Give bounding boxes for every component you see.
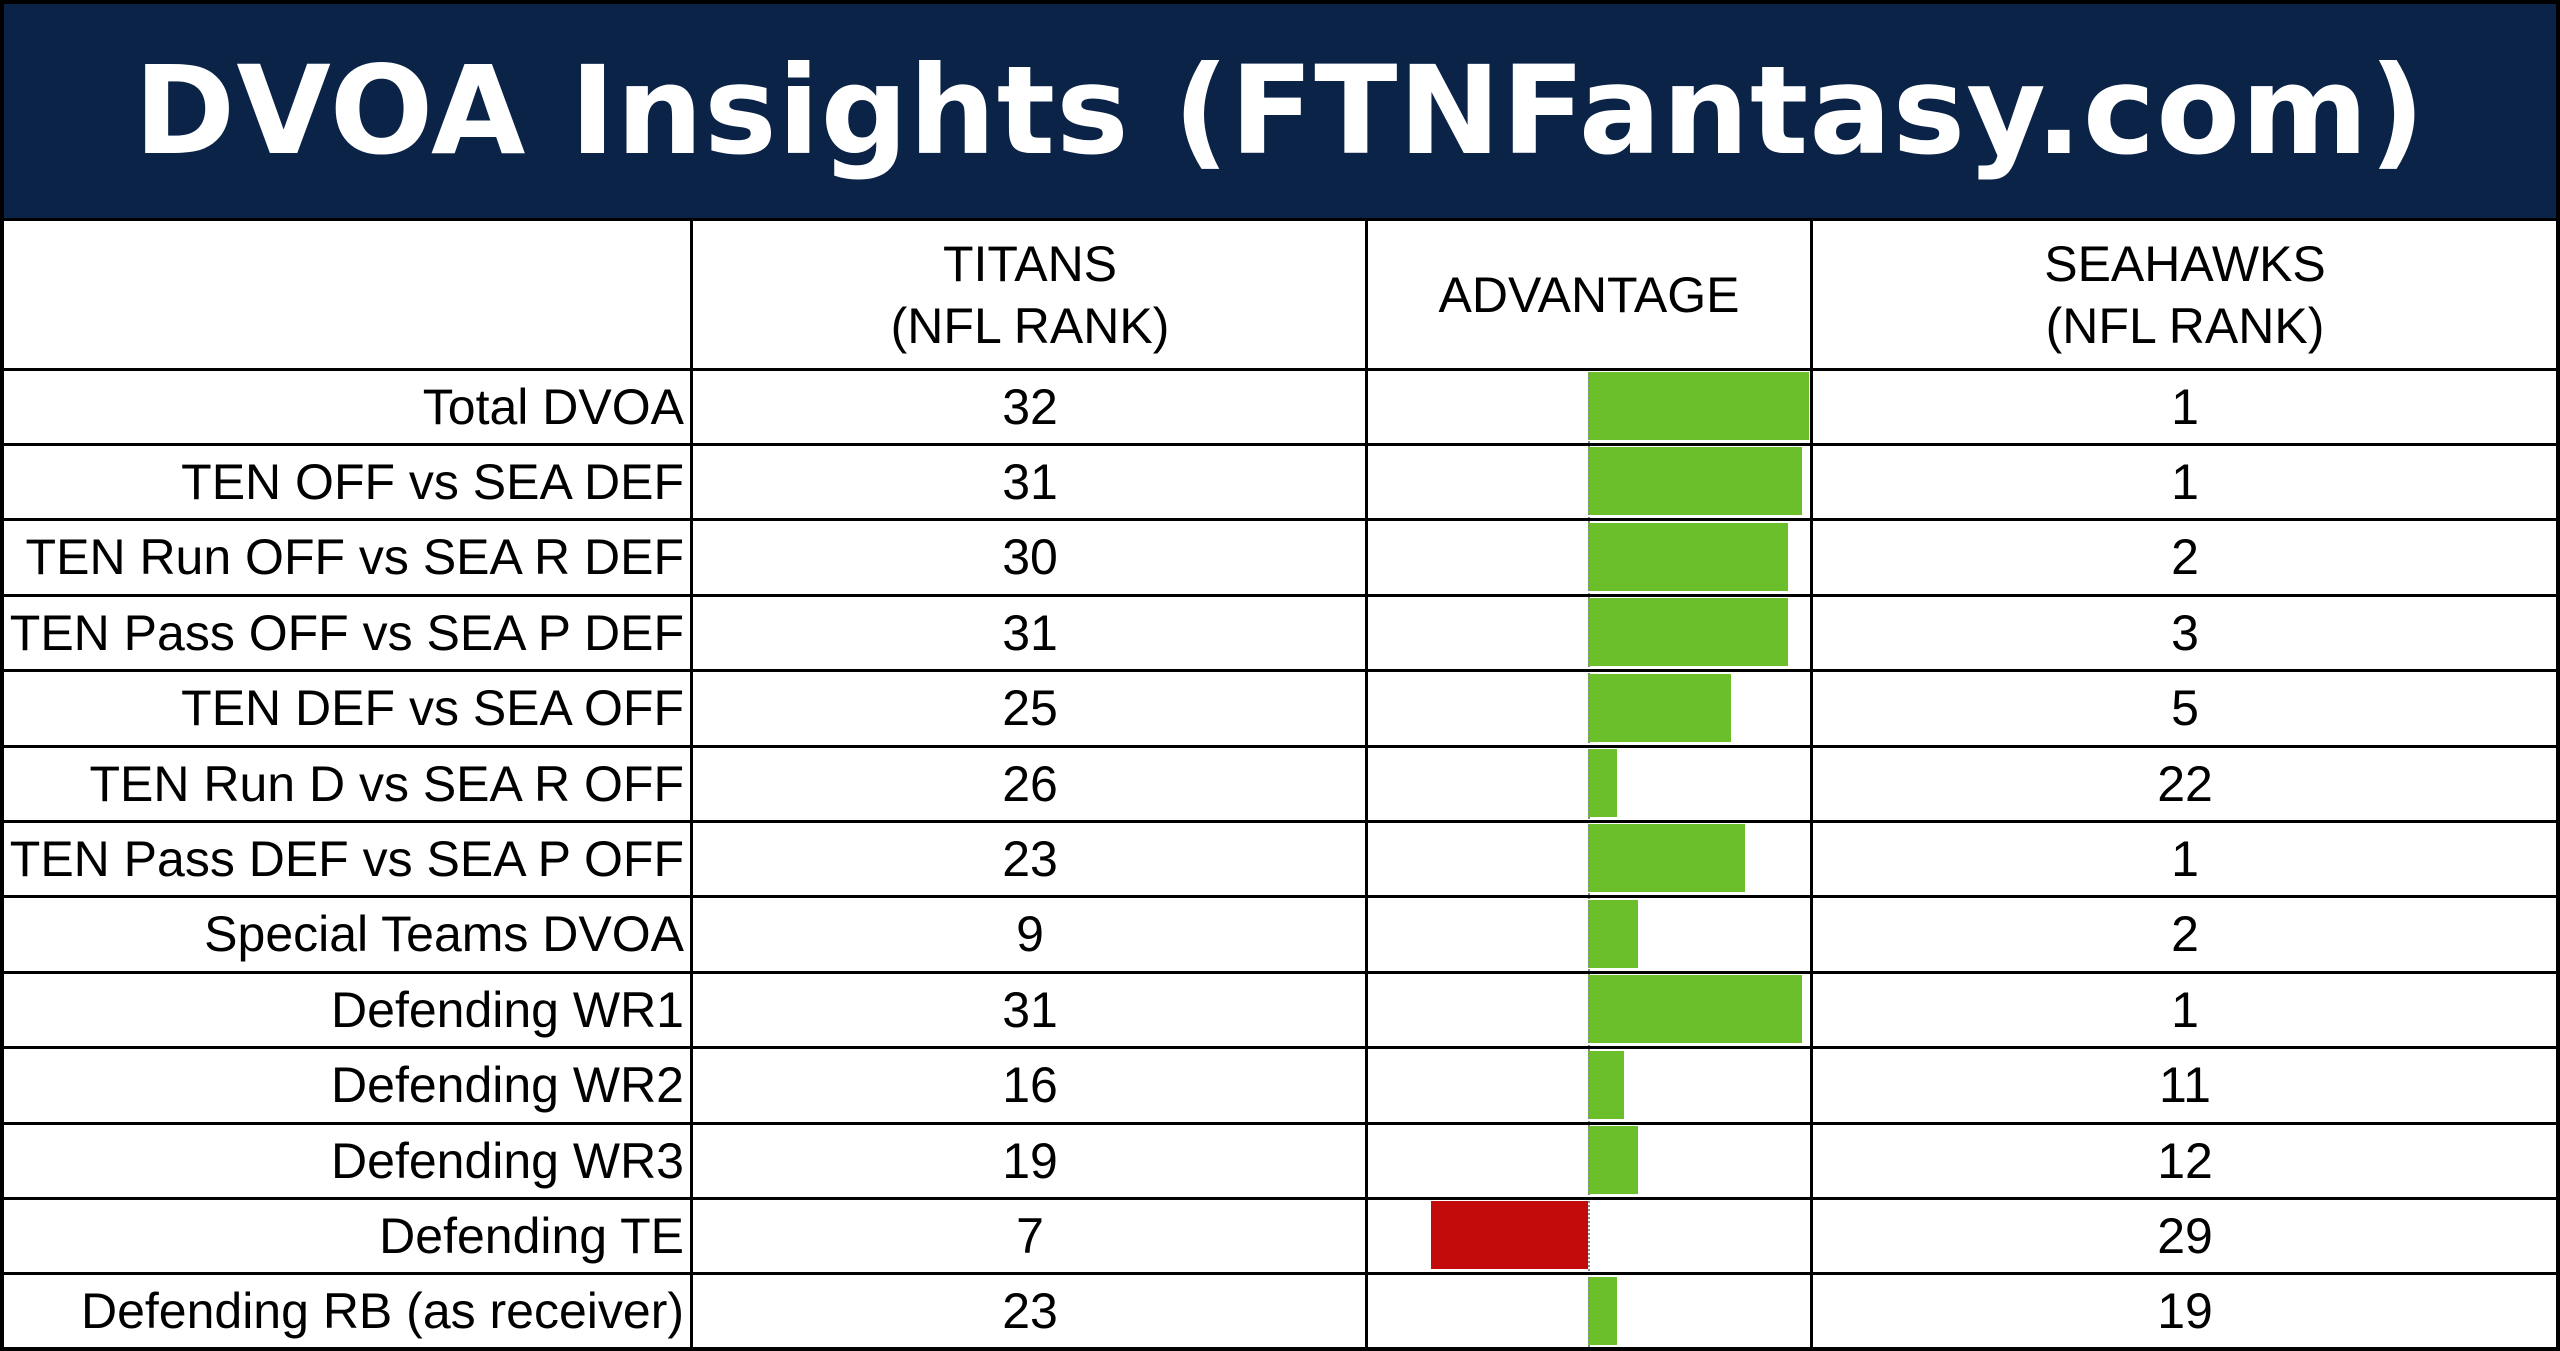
titans-rank: 30 xyxy=(1002,529,1058,586)
titans-rank: 9 xyxy=(1016,906,1044,963)
advantage-bar xyxy=(1588,372,1809,440)
table-row: TEN Pass OFF vs SEA P DEF 31 3 xyxy=(4,595,2556,670)
titans-rank: 19 xyxy=(1002,1132,1058,1189)
row-divider xyxy=(4,669,2556,673)
seahawks-rank: 12 xyxy=(2157,1132,2213,1189)
table-row: Total DVOA 32 1 xyxy=(4,369,2556,444)
seahawks-rank: 11 xyxy=(2159,1057,2211,1114)
advantage-bar xyxy=(1431,1201,1588,1270)
advantage-bar xyxy=(1588,1276,1617,1345)
row-label: TEN Run D vs SEA R OFF xyxy=(89,755,684,812)
row-divider xyxy=(4,518,2556,522)
title-bar: DVOA Insights (FTNFantasy.com) xyxy=(4,4,2556,221)
row-divider xyxy=(4,1196,2556,1200)
row-divider xyxy=(4,819,2556,823)
row-divider xyxy=(4,593,2556,597)
chart-title: DVOA Insights (FTNFantasy.com) xyxy=(134,40,2426,182)
seahawks-rank: 2 xyxy=(2171,906,2199,963)
dvoa-grid: TITANS (NFL RANK) ADVANTAGE SEAHAWKS (NF… xyxy=(4,221,2556,1347)
row-label: Total DVOA xyxy=(422,378,684,435)
advantage-header-label: ADVANTAGE xyxy=(1438,267,1740,323)
titans-header-rank: (NFL RANK) xyxy=(890,298,1170,354)
seahawks-header-rank: (NFL RANK) xyxy=(2045,298,2325,354)
row-divider xyxy=(4,744,2556,748)
seahawks-rank: 2 xyxy=(2171,529,2199,586)
seahawks-header-team: SEAHAWKS xyxy=(2044,236,2326,292)
row-divider xyxy=(4,970,2556,974)
advantage-bar xyxy=(1588,975,1802,1044)
seahawks-rank: 1 xyxy=(2171,981,2199,1038)
row-divider xyxy=(4,1046,2556,1050)
row-label: TEN DEF vs SEA OFF xyxy=(181,680,684,737)
titans-rank: 16 xyxy=(1002,1057,1058,1114)
titans-rank: 23 xyxy=(1002,1283,1058,1340)
advantage-zero-axis xyxy=(1588,369,1590,1347)
table-row: Defending WR2 16 11 xyxy=(4,1048,2556,1123)
advantage-bar xyxy=(1588,598,1788,667)
titans-rank: 7 xyxy=(1016,1207,1044,1264)
row-label: Defending RB (as receiver) xyxy=(80,1283,684,1340)
seahawks-rank: 29 xyxy=(2157,1207,2213,1264)
advantage-bar xyxy=(1588,749,1617,817)
column-divider xyxy=(690,221,693,1347)
row-label: Defending WR3 xyxy=(331,1132,684,1189)
advantage-bar xyxy=(1588,1050,1624,1119)
row-divider xyxy=(4,1272,2556,1276)
titans-rank: 32 xyxy=(1002,378,1058,435)
table-row: Defending WR3 19 12 xyxy=(4,1123,2556,1198)
row-divider xyxy=(4,1121,2556,1125)
advantage-bar xyxy=(1588,522,1788,591)
row-label: TEN Pass OFF vs SEA P DEF xyxy=(9,604,684,661)
seahawks-rank: 1 xyxy=(2171,453,2199,510)
row-label: Defending TE xyxy=(379,1207,684,1264)
row-divider xyxy=(4,895,2556,899)
column-divider xyxy=(1810,221,1813,1347)
seahawks-rank: 5 xyxy=(2171,680,2199,737)
table-row: Defending RB (as receiver) 23 19 xyxy=(4,1274,2556,1349)
row-label: Defending WR1 xyxy=(331,981,684,1038)
advantage-bar xyxy=(1588,447,1802,516)
table-row: Defending TE 7 29 xyxy=(4,1198,2556,1273)
seahawks-rank: 1 xyxy=(2171,830,2199,887)
titans-header-team: TITANS xyxy=(942,236,1118,292)
advantage-bar xyxy=(1588,1126,1638,1194)
table-row: TEN DEF vs SEA OFF 25 5 xyxy=(4,671,2556,746)
row-label: Defending WR2 xyxy=(331,1057,684,1114)
titans-rank: 31 xyxy=(1002,981,1058,1038)
table-row: TEN OFF vs SEA DEF 31 1 xyxy=(4,444,2556,519)
titans-header: TITANS (NFL RANK) xyxy=(694,221,1366,369)
titans-rank: 31 xyxy=(1002,453,1058,510)
advantage-bar xyxy=(1588,673,1731,742)
advantage-bar xyxy=(1588,899,1638,968)
seahawks-rank: 19 xyxy=(2157,1283,2213,1340)
row-label: TEN Run OFF vs SEA R DEF xyxy=(25,529,684,586)
seahawks-rank: 22 xyxy=(2157,755,2213,812)
row-divider xyxy=(4,367,2556,371)
row-label: Special Teams DVOA xyxy=(204,906,684,963)
table-row: TEN Run D vs SEA R OFF 26 22 xyxy=(4,746,2556,821)
advantage-header: ADVANTAGE xyxy=(1369,221,1809,369)
row-label: TEN Pass DEF vs SEA P OFF xyxy=(9,830,684,887)
table-row: TEN Pass DEF vs SEA P OFF 23 1 xyxy=(4,821,2556,896)
seahawks-rank: 1 xyxy=(2171,378,2199,435)
titans-rank: 31 xyxy=(1002,604,1058,661)
titans-rank: 26 xyxy=(1002,755,1058,812)
table-row: TEN Run OFF vs SEA R DEF 30 2 xyxy=(4,520,2556,595)
seahawks-rank: 3 xyxy=(2171,604,2199,661)
table-row: Special Teams DVOA 9 2 xyxy=(4,897,2556,972)
table-row: Defending WR1 31 1 xyxy=(4,972,2556,1047)
titans-rank: 25 xyxy=(1002,680,1058,737)
seahawks-header: SEAHAWKS (NFL RANK) xyxy=(1814,221,2556,369)
advantage-bar xyxy=(1588,824,1745,893)
row-label: TEN OFF vs SEA DEF xyxy=(181,453,684,510)
row-divider xyxy=(4,442,2556,446)
column-divider xyxy=(1365,221,1368,1347)
titans-rank: 23 xyxy=(1002,830,1058,887)
